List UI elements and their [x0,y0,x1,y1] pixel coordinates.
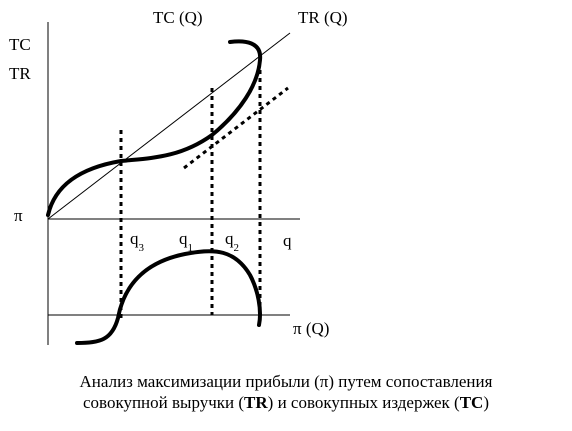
profit-curve-label: π (Q) [293,319,329,338]
tr-line [47,32,291,220]
profit-axis-label: π [14,206,23,225]
y-axis-label-tc: TC [9,35,31,54]
y-axis-label-tr: TR [9,64,31,83]
tc-curve [46,39,263,217]
tr-curve-label: TR (Q) [298,8,348,27]
q2-label: q2 [225,229,239,254]
q1-label: q1 [179,229,193,254]
caption-line-1: Анализ максимизации прибыли (π) путем со… [79,372,493,391]
q3-label: q3 [130,229,145,254]
figure-caption: Анализ максимизации прибыли (π) путем со… [0,371,572,413]
tangent-dashed-line [183,86,289,170]
profit-curve [75,249,262,345]
caption-line-2: совокупной выручки (TR) и совокупных изд… [82,393,490,412]
q-axis-label: q [283,231,292,250]
tc-curve-label: TC (Q) [153,8,203,27]
